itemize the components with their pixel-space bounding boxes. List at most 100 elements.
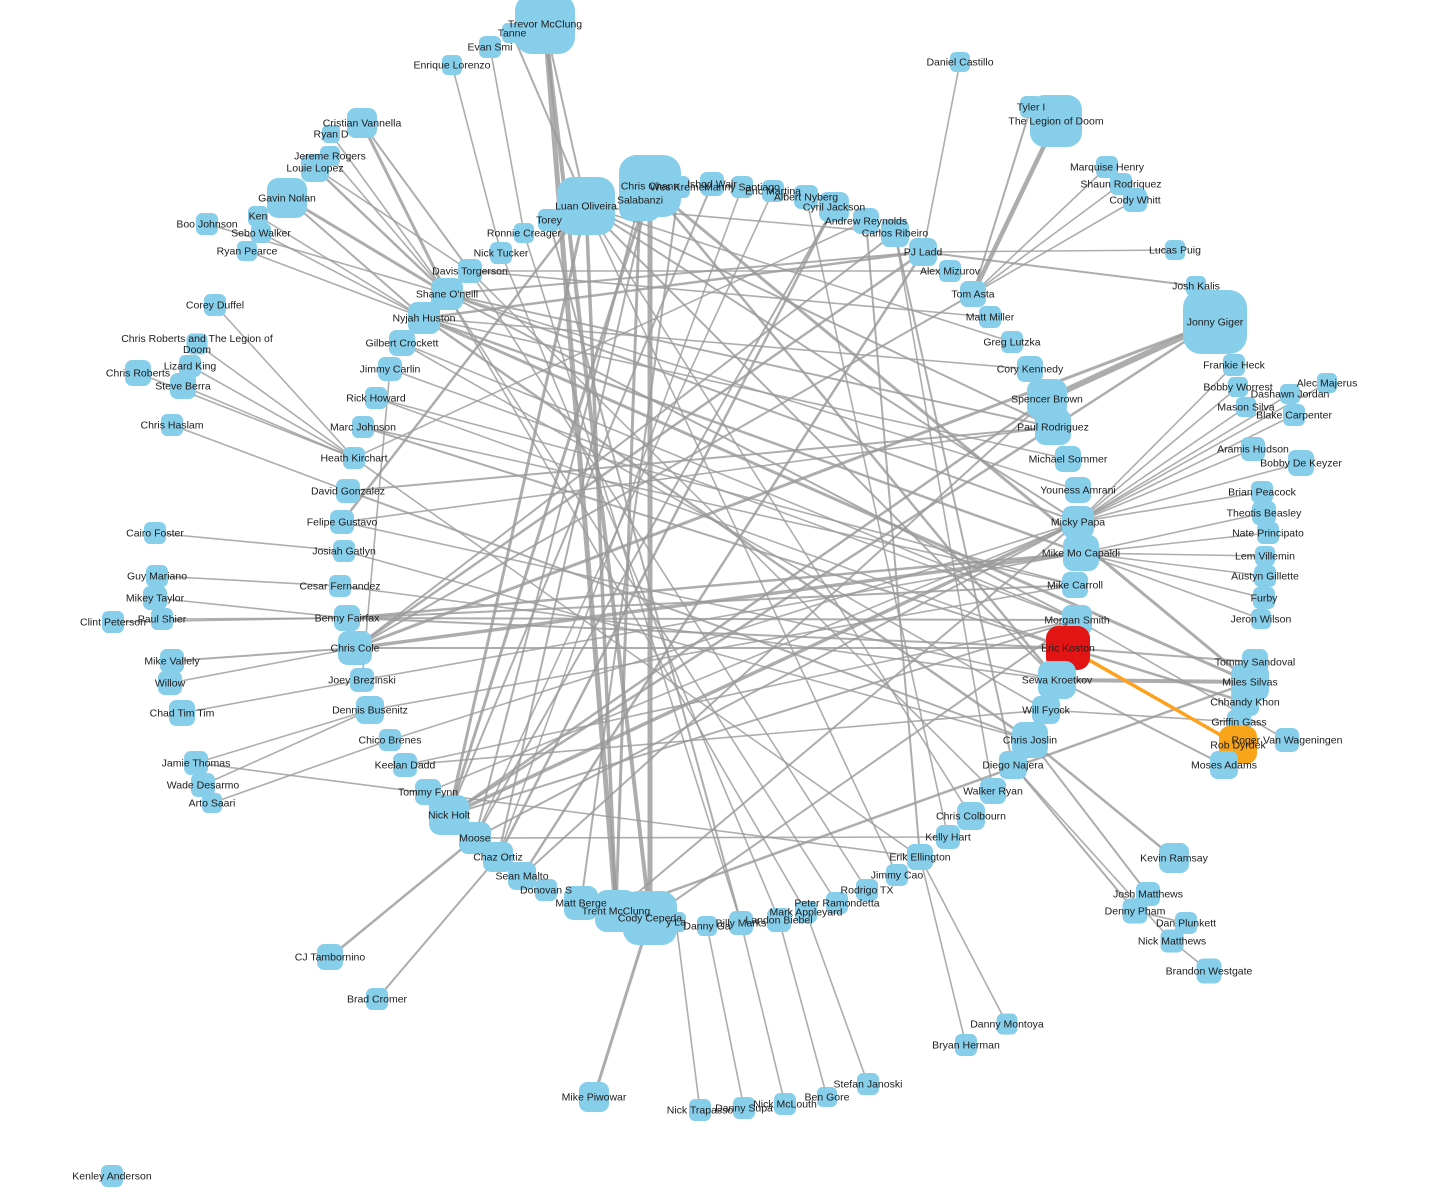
node-moose[interactable] [459, 822, 491, 854]
node-albert-nyberg[interactable] [794, 185, 818, 209]
node-chris-chann[interactable] [619, 155, 681, 217]
node-brad-cromer[interactable] [366, 988, 388, 1010]
node-sean-malto[interactable] [508, 862, 536, 890]
node-kevin-ramsay[interactable] [1159, 843, 1189, 873]
node-matt-berge[interactable] [564, 886, 598, 920]
node-cj-tambornino[interactable] [317, 944, 343, 970]
node-boo-johnson[interactable] [196, 213, 218, 235]
node-joey-brezinski[interactable] [350, 668, 374, 692]
node-marc-johnson[interactable] [352, 416, 374, 438]
node-andrew-reynolds[interactable] [853, 208, 879, 234]
node-chaz-ortiz[interactable] [483, 842, 513, 872]
node-diego-najera[interactable] [999, 751, 1027, 779]
node-enrique-lorenzo[interactable] [442, 55, 462, 75]
node-moses-adams[interactable] [1210, 751, 1238, 779]
node-chris-roberts[interactable] [125, 360, 151, 386]
node-chris-cole[interactable] [338, 631, 372, 665]
node-keelan-dadd[interactable] [393, 753, 417, 777]
node-frankie-heck[interactable] [1223, 354, 1245, 376]
node-chris-haslam[interactable] [161, 414, 183, 436]
node-paul-shier[interactable] [151, 608, 173, 630]
node-carlos-ribeiro[interactable] [881, 219, 909, 247]
node-dan-plunkett[interactable] [1175, 912, 1197, 934]
node-furby[interactable] [1253, 587, 1275, 609]
node-davis-torgerson[interactable] [458, 259, 482, 283]
node-alex-mizurov[interactable] [939, 260, 961, 282]
node-danny-ga[interactable] [697, 916, 717, 936]
node-roger-van-wageningen[interactable] [1275, 728, 1299, 752]
node-benny-fairfax[interactable] [334, 605, 360, 631]
node-willow[interactable] [158, 671, 182, 695]
node-bobby-worrest[interactable] [1228, 377, 1248, 397]
node-walker-ryan[interactable] [980, 778, 1006, 804]
node-corey-duffel[interactable] [204, 294, 226, 316]
node-chhandy-khon[interactable] [1231, 688, 1259, 716]
node-trevor-mcclung[interactable] [515, 0, 575, 54]
node-heath-kirchart[interactable] [343, 447, 365, 469]
node-chris-joslin[interactable] [1012, 722, 1048, 758]
node-austyn-gillette[interactable] [1254, 565, 1276, 587]
node-alec-majerus[interactable] [1317, 373, 1337, 393]
node-luan-oliveira[interactable] [557, 177, 615, 235]
node-jonny-giger[interactable] [1183, 290, 1247, 354]
node-blake-carpenter[interactable] [1283, 404, 1305, 426]
node-arto-saari[interactable] [202, 793, 222, 813]
node-ken[interactable] [248, 206, 268, 226]
node-wes-kremer[interactable] [668, 176, 690, 198]
node-ishod-wair[interactable] [700, 172, 724, 196]
node-steve-berra[interactable] [170, 373, 196, 399]
node-bryan-herman[interactable] [955, 1034, 977, 1056]
node-jamie-thomas[interactable] [184, 751, 208, 775]
node-dennis-busenitz[interactable] [356, 696, 384, 724]
node-cristian-vannella[interactable] [347, 108, 377, 138]
node-danny-montoya[interactable] [996, 1013, 1018, 1035]
node-marquise-henry[interactable] [1096, 156, 1118, 178]
node-dashawn-jordan[interactable] [1280, 384, 1300, 404]
node-mike-vallely[interactable] [160, 649, 184, 673]
node-aramis-hudson[interactable] [1241, 437, 1265, 461]
node-youness-amrani[interactable] [1065, 477, 1091, 503]
node-pj-ladd[interactable] [909, 238, 937, 266]
node-nick-trapasso[interactable] [689, 1099, 711, 1121]
node-torey[interactable] [538, 209, 560, 231]
node-donovan-s[interactable] [535, 879, 557, 901]
node-josiah-gatlyn[interactable] [333, 540, 355, 562]
node-the-legion-of-doom[interactable] [1030, 95, 1082, 147]
node-chris-colbourn[interactable] [957, 802, 985, 830]
node-brian-peacock[interactable] [1251, 481, 1273, 503]
node-mike-piwowar[interactable] [579, 1082, 609, 1112]
node-guy-mariano[interactable] [146, 565, 168, 587]
node-chris-roberts-and-the-legion-of-doom[interactable] [186, 333, 208, 355]
node-eric-martina[interactable] [762, 180, 784, 202]
node-nate-principato[interactable] [1257, 522, 1279, 544]
node-gavin-nolan[interactable] [267, 178, 307, 218]
node-louie-lopez[interactable] [301, 154, 329, 182]
node-kenley-anderson[interactable] [101, 1165, 123, 1187]
node-david-gonzalez[interactable] [336, 479, 360, 503]
node-mark-appleyard[interactable] [795, 901, 817, 923]
node-wade-desarmo[interactable] [191, 773, 215, 797]
node-jimmy-carlin[interactable] [378, 357, 402, 381]
node-cody-cepeda[interactable] [623, 891, 677, 945]
node-y-la[interactable] [666, 912, 686, 932]
node-gilbert-crockett[interactable] [389, 330, 415, 356]
node-michael-sommer[interactable] [1055, 446, 1081, 472]
node-nick-mclouth[interactable] [774, 1093, 796, 1115]
node-nick-tucker[interactable] [490, 242, 512, 264]
node-bobby-de-keyzer[interactable] [1288, 450, 1314, 476]
node-shane-o-neill[interactable] [431, 278, 463, 310]
node-cairo-foster[interactable] [144, 522, 166, 544]
node-matt-miller[interactable] [979, 306, 1001, 328]
node-chico-brenes[interactable] [379, 729, 401, 751]
node-greg-lutzka[interactable] [1001, 331, 1023, 353]
node-cody-whitt[interactable] [1123, 188, 1147, 212]
node-kelly-hart[interactable] [936, 825, 960, 849]
node-nick-holt[interactable] [429, 795, 469, 835]
node-billy-marks[interactable] [729, 911, 753, 935]
node-ben-gore[interactable] [817, 1087, 837, 1107]
node-nyjah-huston[interactable] [408, 302, 440, 334]
node-clint-peterson[interactable] [102, 611, 124, 633]
node-jeron-wilson[interactable] [1251, 609, 1271, 629]
node-rodrigo-tx[interactable] [856, 879, 878, 901]
